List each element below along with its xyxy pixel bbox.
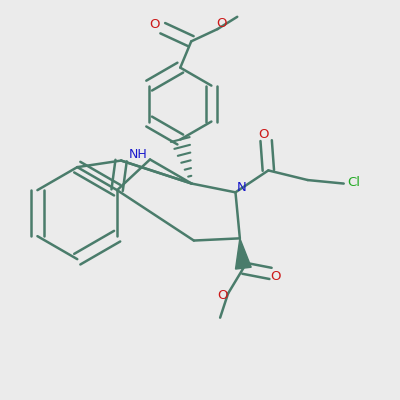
Text: O: O bbox=[150, 18, 160, 31]
Polygon shape bbox=[236, 238, 251, 269]
Text: N: N bbox=[237, 180, 247, 194]
Text: Cl: Cl bbox=[347, 176, 360, 189]
Text: NH: NH bbox=[128, 148, 147, 161]
Text: O: O bbox=[259, 128, 269, 140]
Text: O: O bbox=[270, 270, 281, 284]
Text: O: O bbox=[217, 289, 228, 302]
Text: O: O bbox=[217, 17, 227, 30]
